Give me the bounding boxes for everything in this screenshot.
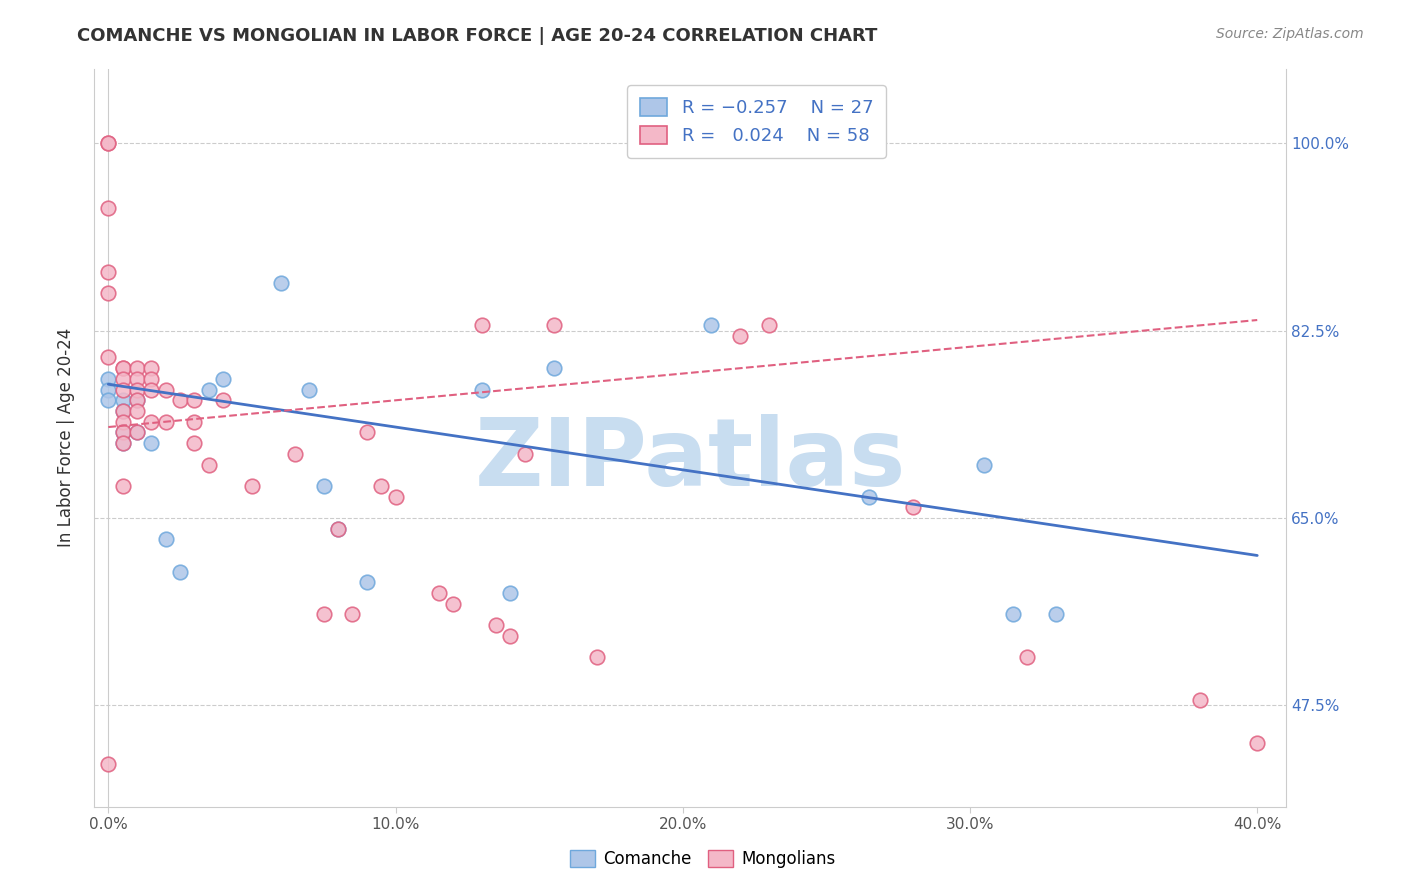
Point [728, 329, 751, 343]
Point [97, 372, 120, 386]
Point [125, 404, 148, 418]
Point [169, 393, 191, 408]
Point [97, 286, 120, 301]
Point [441, 597, 464, 611]
Point [111, 361, 134, 376]
Point [471, 383, 494, 397]
Point [298, 383, 321, 397]
Point [198, 458, 221, 472]
Point [758, 318, 780, 333]
Point [1017, 650, 1039, 665]
Point [125, 372, 148, 386]
Point [212, 372, 235, 386]
Point [111, 415, 134, 429]
Point [155, 415, 177, 429]
Point [312, 479, 335, 493]
Point [270, 276, 292, 290]
Point [356, 425, 378, 440]
Point [858, 490, 880, 504]
Point [700, 318, 723, 333]
Point [499, 629, 522, 643]
Point [111, 404, 134, 418]
Point [111, 361, 134, 376]
Point [370, 479, 392, 493]
Point [125, 393, 148, 408]
Point [326, 522, 349, 536]
Point [111, 425, 134, 440]
Text: Source: ZipAtlas.com: Source: ZipAtlas.com [1216, 27, 1364, 41]
Point [141, 415, 163, 429]
Point [1246, 736, 1268, 750]
Text: COMANCHE VS MONGOLIAN IN LABOR FORCE | AGE 20-24 CORRELATION CHART: COMANCHE VS MONGOLIAN IN LABOR FORCE | A… [77, 27, 877, 45]
Point [183, 436, 205, 450]
Point [141, 383, 163, 397]
Point [141, 436, 163, 450]
Point [141, 361, 163, 376]
Point [97, 383, 120, 397]
Point [1045, 607, 1067, 622]
Point [1188, 693, 1211, 707]
Point [111, 372, 134, 386]
Point [97, 265, 120, 279]
Point [125, 361, 148, 376]
Point [356, 575, 378, 590]
Point [125, 393, 148, 408]
Point [111, 383, 134, 397]
Point [384, 490, 406, 504]
Point [97, 136, 120, 151]
Point [155, 533, 177, 547]
Point [97, 136, 120, 151]
Point [97, 757, 120, 772]
Point [901, 500, 924, 515]
Point [471, 318, 494, 333]
Point [125, 425, 148, 440]
Point [155, 383, 177, 397]
Point [111, 425, 134, 440]
Point [111, 479, 134, 493]
Point [125, 383, 148, 397]
Point [1002, 607, 1025, 622]
Point [97, 201, 120, 215]
Point [342, 607, 364, 622]
Point [97, 351, 120, 365]
Point [585, 650, 607, 665]
Point [485, 618, 508, 632]
Point [212, 393, 235, 408]
Point [141, 372, 163, 386]
Point [427, 586, 450, 600]
Point [198, 383, 221, 397]
Point [284, 447, 307, 461]
Point [499, 586, 522, 600]
Point [111, 404, 134, 418]
Point [240, 479, 263, 493]
Point [326, 522, 349, 536]
Point [513, 447, 536, 461]
Point [183, 415, 205, 429]
Point [312, 607, 335, 622]
Point [111, 436, 134, 450]
Y-axis label: In Labor Force | Age 20-24: In Labor Force | Age 20-24 [58, 328, 75, 548]
Point [111, 393, 134, 408]
Legend: R = −0.257    N = 27, R =   0.024    N = 58: R = −0.257 N = 27, R = 0.024 N = 58 [627, 85, 886, 158]
Point [125, 425, 148, 440]
Point [111, 436, 134, 450]
Legend: Comanche, Mongolians: Comanche, Mongolians [564, 843, 842, 875]
Point [543, 361, 565, 376]
Point [183, 393, 205, 408]
Point [973, 458, 995, 472]
Point [97, 393, 120, 408]
Text: ZIPatlas: ZIPatlas [474, 414, 905, 506]
Point [543, 318, 565, 333]
Point [169, 565, 191, 579]
